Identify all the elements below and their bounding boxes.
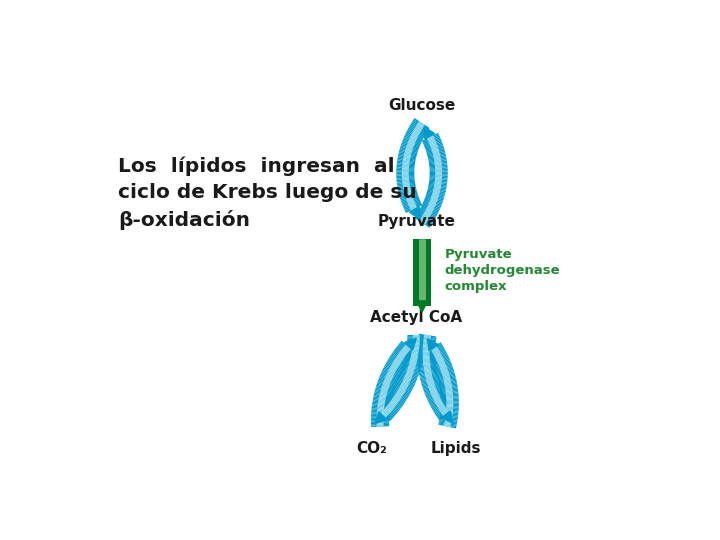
Text: Pyruvate
dehydrogenase
complex: Pyruvate dehydrogenase complex <box>444 248 560 293</box>
Text: CO₂: CO₂ <box>356 441 387 456</box>
Text: Los  lípidos  ingresan  al
ciclo de Krebs luego de su
β-oxidación: Los lípidos ingresan al ciclo de Krebs l… <box>118 156 417 230</box>
Text: Pyruvate: Pyruvate <box>377 214 455 229</box>
Text: Glucose: Glucose <box>388 98 456 113</box>
Text: Acetyl CoA: Acetyl CoA <box>370 309 462 325</box>
Text: Lipids: Lipids <box>431 441 481 456</box>
